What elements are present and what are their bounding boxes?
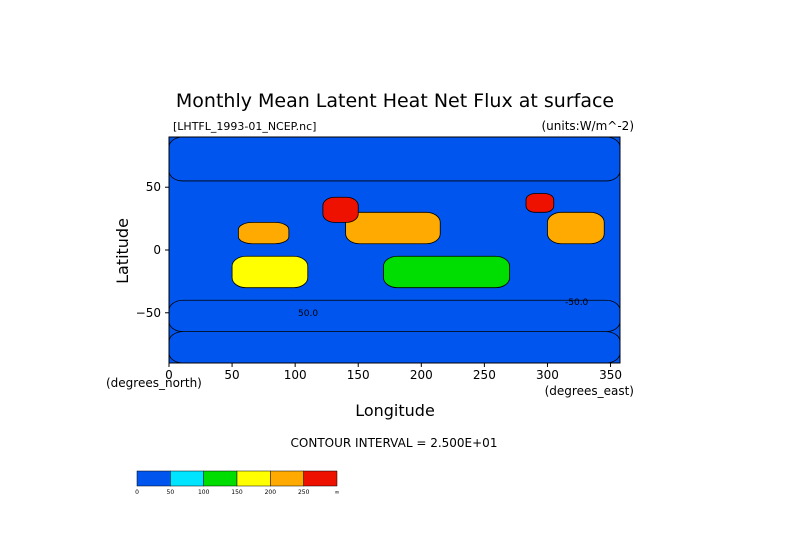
colorbar-swatch-2: [203, 470, 238, 487]
flux-region-1: [169, 137, 620, 182]
y-unit-label: (degrees_north): [106, 376, 202, 390]
flux-region-8: [322, 196, 359, 223]
x-tick-label-3: 150: [347, 368, 370, 382]
x-tick-label-5: 250: [473, 368, 496, 382]
x-tick-label-7: 350: [599, 368, 622, 382]
colorbar-swatch-0: [136, 470, 171, 487]
x-axis-ticks: 0 50 100 150 200 250 300 350: [165, 363, 622, 382]
colorbar-label-5: 250: [298, 489, 310, 496]
colorbar-label-0: 0: [135, 489, 139, 496]
colorbar-swatch-1: [170, 470, 204, 487]
flux-region-6: [345, 211, 441, 245]
flux-region-7: [547, 211, 605, 245]
file-label: [LHTFL_1993-01_NCEP.nc]: [173, 120, 316, 133]
flux-region-3: [383, 255, 511, 289]
y-tick-label-1: 0: [153, 243, 161, 257]
contour-label-south: -50.0: [565, 298, 589, 308]
flux-map: [169, 137, 620, 363]
x-tick-label-4: 200: [410, 368, 433, 382]
flux-region-9: [525, 193, 555, 213]
y-tick-label-2: −50: [136, 306, 161, 320]
flux-region-4: [231, 255, 309, 289]
y-axis-ticks: 50 0 −50: [136, 180, 169, 320]
colorbar-swatch-4: [270, 470, 304, 487]
x-tick-label-2: 100: [284, 368, 307, 382]
y-tick-label-0: 50: [146, 180, 161, 194]
colorbar-swatch-3: [236, 470, 271, 487]
colorbar-label-2: 100: [198, 489, 210, 496]
x-tick-label-6: 300: [536, 368, 559, 382]
flux-region-5: [237, 221, 290, 245]
contour-label-north: 50.0: [298, 309, 318, 319]
colorbar-label-3: 150: [231, 489, 243, 496]
y-axis-label: Latitude: [113, 218, 132, 284]
x-unit-label: (degrees_east): [545, 384, 634, 398]
flux-region-2: [169, 299, 620, 333]
x-axis-label: Longitude: [355, 401, 435, 420]
colorbar-swatch-5: [303, 470, 338, 487]
colorbar-label-6: ∞: [335, 489, 340, 496]
x-tick-label-1: 50: [224, 368, 239, 382]
x-tick-label-0: 0: [165, 368, 173, 382]
colorbar-label-4: 200: [265, 489, 277, 496]
flux-region-0: [169, 331, 620, 363]
contour-interval-note: CONTOUR INTERVAL = 2.500E+01: [291, 436, 498, 450]
units-label: (units:W/m^-2): [541, 119, 634, 133]
colorbar-label-1: 50: [167, 489, 175, 496]
chart-title: Monthly Mean Latent Heat Net Flux at sur…: [176, 90, 614, 112]
colorbar: 0 50 100 150 200 250 ∞: [135, 470, 340, 496]
